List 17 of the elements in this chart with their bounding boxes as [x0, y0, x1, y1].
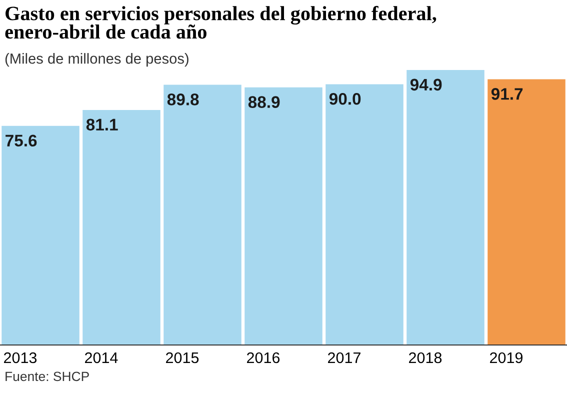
data-label: 89.8 [167, 94, 199, 106]
data-label: 94.9 [410, 78, 442, 91]
x-tick-label: 2014 [85, 352, 118, 364]
x-tick-label: 2016 [247, 352, 280, 364]
data-label: 75.6 [6, 134, 37, 147]
source-note: Fuente: SHCP [6, 372, 89, 382]
chart-subtitle: (Miles de millones de pesos) [5, 53, 188, 67]
data-label: 81.1 [86, 118, 118, 131]
data-label: 91.7 [491, 88, 523, 100]
x-tick-label: 2017 [328, 352, 360, 364]
x-tick-label: 2013 [4, 352, 37, 364]
x-tick-label: 2015 [166, 352, 199, 364]
x-tick-label: 2019 [490, 352, 523, 364]
data-label: 88.9 [248, 96, 280, 108]
x-tick-label: 2018 [409, 352, 442, 364]
data-label: 90.0 [329, 92, 361, 105]
chart-title: Gasto en servicios personales del gobierno federal, enero-abril de cada año [5, 6, 436, 39]
